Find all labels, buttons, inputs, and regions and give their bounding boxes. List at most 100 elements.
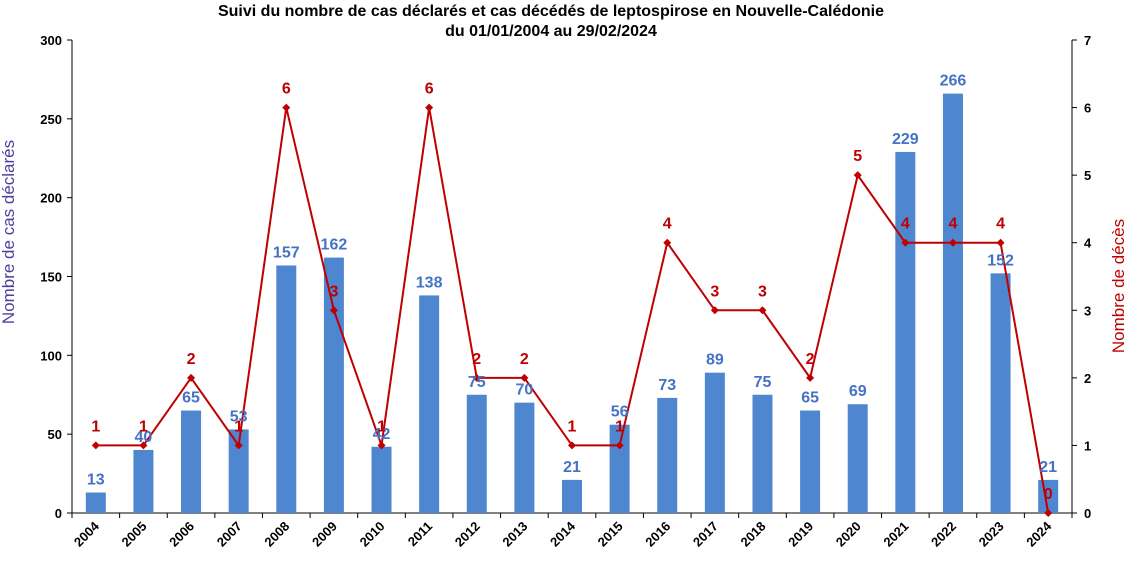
y-axis-right-label: Nombre de décès (1109, 219, 1128, 353)
x-tick-label: 2024 (1023, 518, 1055, 550)
deaths-point (758, 306, 767, 315)
bar (895, 151, 916, 513)
y-left-tick-label: 300 (40, 33, 62, 48)
bar-value-label: 13 (87, 472, 105, 489)
bar-value-label: 266 (940, 73, 967, 90)
y-left-tick-label: 150 (40, 270, 62, 285)
bar-value-label: 152 (987, 252, 1014, 269)
deaths-point (568, 441, 576, 450)
y-right-tick-label: 0 (1084, 506, 1091, 521)
bar-value-label: 56 (611, 404, 629, 421)
deaths-point (91, 441, 100, 450)
bar (800, 410, 821, 513)
bar-value-label: 53 (230, 408, 248, 425)
y-left-tick-label: 250 (40, 112, 62, 127)
bar-value-label: 162 (321, 237, 348, 254)
y-right-tick-label: 6 (1084, 101, 1091, 116)
bar (276, 265, 297, 513)
x-tick-label: 2019 (785, 519, 816, 550)
y-left-tick-label: 50 (48, 427, 62, 442)
bar-value-label: 70 (515, 382, 533, 399)
bar (752, 394, 773, 513)
bar (85, 492, 106, 513)
deaths-point (139, 441, 148, 450)
bar-value-label: 21 (563, 459, 581, 476)
deaths-point (472, 373, 481, 382)
x-tick-label: 2008 (261, 519, 292, 550)
x-tick-label: 2018 (738, 519, 769, 550)
x-tick-label: 2017 (690, 519, 721, 550)
deaths-value-label: 1 (139, 418, 148, 435)
y-right-tick-label: 7 (1084, 33, 1091, 48)
bar-value-label: 89 (706, 352, 724, 369)
deaths-value-label: 1 (234, 418, 243, 435)
bar-value-label: 65 (182, 390, 200, 407)
x-tick-label: 2012 (452, 519, 483, 550)
bar (228, 429, 249, 513)
bar-value-label: 75 (468, 374, 486, 391)
deaths-value-label: 4 (948, 216, 957, 233)
chart-title-line-2: du 01/01/2004 au 29/02/2024 (445, 23, 657, 40)
deaths-value-label: 1 (615, 418, 624, 435)
deaths-point (663, 238, 672, 247)
deaths-point (948, 238, 957, 247)
x-tick-label: 2007 (214, 519, 245, 550)
deaths-point (234, 441, 243, 450)
bar (419, 295, 440, 513)
y-left-tick-label: 100 (40, 348, 62, 363)
deaths-value-label: 2 (520, 351, 529, 368)
x-tick-label: 2022 (928, 519, 959, 550)
x-tick-label: 2013 (499, 519, 530, 550)
x-tick-label: 2011 (405, 519, 436, 550)
bar (371, 446, 392, 513)
bar (942, 93, 963, 514)
x-tick-label: 2004 (71, 518, 103, 550)
deaths-value-label: 4 (996, 216, 1005, 233)
y-right-tick-label: 4 (1084, 236, 1092, 251)
bar-value-label: 65 (801, 390, 819, 407)
bar-value-label: 229 (892, 131, 919, 148)
deaths-point (520, 373, 529, 382)
x-tick-label: 2020 (833, 519, 864, 550)
x-tick-label: 2009 (309, 519, 340, 550)
deaths-point (853, 171, 862, 180)
bar-value-label: 40 (135, 429, 153, 446)
deaths-point (806, 373, 815, 382)
chart-title-line-1: Suivi du nombre de cas déclarés et cas d… (218, 3, 884, 20)
y-axis-left-label: Nombre de cas déclarés (0, 140, 18, 324)
x-tick-label: 2010 (357, 519, 388, 550)
deaths-value-label: 3 (329, 283, 338, 300)
deaths-value-label: 4 (663, 216, 672, 233)
deaths-value-label: 1 (568, 418, 577, 435)
deaths-point (282, 103, 291, 112)
bar (990, 273, 1011, 513)
bars (85, 93, 1059, 514)
bar (514, 402, 535, 513)
deaths-point (901, 238, 910, 247)
x-tick-label: 2005 (118, 519, 149, 550)
x-tick-label: 2014 (547, 518, 579, 550)
x-tick-label: 2023 (976, 519, 1007, 550)
y-right-tick-label: 2 (1084, 371, 1091, 386)
deaths-point (329, 306, 338, 315)
x-tick-label: 2021 (880, 519, 911, 550)
bar (657, 397, 678, 513)
x-tick-label: 2015 (595, 519, 626, 550)
deaths-point (1044, 509, 1053, 517)
deaths-point (996, 238, 1005, 247)
bar (181, 410, 202, 513)
deaths-value-label: 2 (472, 351, 481, 368)
deaths-value-label: 1 (377, 418, 386, 435)
bar-value-label: 69 (849, 383, 867, 400)
deaths-point (187, 373, 196, 382)
deaths-value-label: 1 (91, 418, 100, 435)
bar-value-label: 138 (416, 274, 443, 291)
deaths-value-label: 5 (853, 148, 862, 165)
deaths-value-label: 4 (901, 216, 910, 233)
deaths-value-label: 6 (282, 81, 291, 98)
bar-value-label: 21 (1039, 459, 1057, 476)
y-left-tick-label: 0 (55, 506, 62, 521)
y-right-tick-label: 3 (1084, 303, 1091, 318)
